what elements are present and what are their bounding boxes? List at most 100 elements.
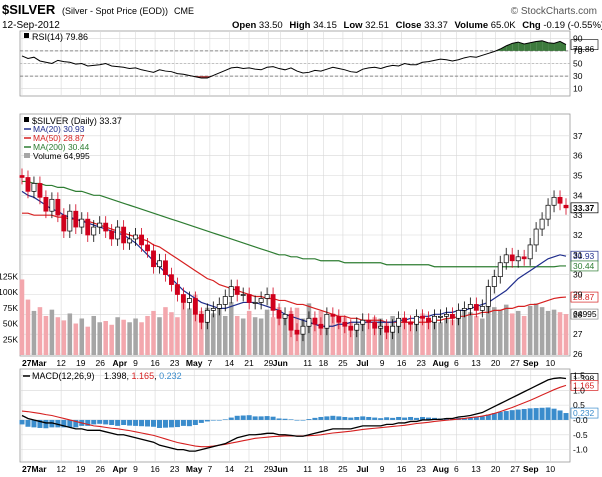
volume-bar: [533, 303, 539, 355]
chart-description: (Silver - Spot Price (EOD)): [62, 6, 168, 16]
open-label: Open: [232, 20, 256, 31]
rsi-tick-label: 30: [573, 71, 583, 81]
macd-histogram-bar: [67, 419, 73, 428]
low-label: Low: [344, 20, 364, 31]
macd-histogram-bar: [408, 416, 414, 420]
macd-histogram-bar: [491, 413, 497, 420]
macd-tag-label: 0.232: [573, 408, 595, 418]
volume-bar: [264, 309, 270, 355]
volume-bar: [497, 309, 503, 355]
x-axis-label: 19: [76, 358, 86, 368]
volume-value: 65.0K: [491, 20, 516, 31]
grid-lines: [20, 31, 570, 462]
macd-histogram-bar: [210, 419, 216, 421]
macd-histogram-bar: [204, 419, 210, 422]
price-tick-label: 35: [573, 171, 583, 181]
macd-tick-label: -1.0: [573, 445, 588, 455]
price-tick-label: 31: [573, 250, 583, 260]
volume-bar: [79, 318, 85, 355]
macd-panel-frame: [19, 368, 571, 463]
volume-bar: [169, 312, 174, 355]
macd-histogram-bar: [73, 419, 79, 428]
x-axis-label: May: [186, 358, 203, 368]
volume-bar: [145, 315, 150, 355]
candle-body: [396, 317, 402, 327]
macd-histogram-bar: [55, 419, 61, 428]
candle-body: [545, 204, 551, 220]
low-value: 32.51: [365, 20, 389, 31]
volume-bar: [133, 318, 138, 355]
macd-histogram-bar: [324, 416, 330, 420]
macd-histogram-bar: [330, 415, 336, 420]
macd-histogram-bar: [288, 419, 294, 420]
candle-body: [216, 304, 222, 309]
candle-body: [252, 302, 258, 304]
x-axis-label: 27: [510, 358, 520, 368]
volume-bar: [336, 318, 342, 355]
ma50-line: [22, 212, 567, 323]
candle-body: [210, 308, 216, 311]
volume-bar: [163, 307, 168, 355]
candle-body: [31, 183, 37, 192]
rsi-legend-swatch: [24, 33, 29, 38]
macd-histogram-bar: [109, 419, 115, 425]
watermark: © StockCharts.com: [511, 6, 597, 17]
volume-bar: [282, 314, 288, 355]
macd-histogram-bar: [372, 417, 378, 420]
macd-histogram-bar: [366, 416, 372, 420]
rsi-tick-label: 70: [573, 46, 583, 56]
macd-histogram-bar: [222, 419, 228, 420]
candle-body: [527, 244, 533, 260]
candle-body: [408, 321, 414, 325]
macd-tag-box: [570, 380, 599, 391]
volume-bar: [324, 315, 330, 355]
macd-histogram-bar: [425, 417, 432, 420]
macd-histogram-bar: [527, 408, 533, 420]
candle-body: [49, 198, 55, 212]
x-axis-label: 26: [96, 358, 106, 368]
candle-body: [234, 286, 240, 295]
volume-tick-label: 125K: [0, 271, 18, 281]
candle-body: [79, 218, 85, 228]
candle-body: [521, 256, 527, 260]
volume-legend-swatch: [24, 153, 30, 158]
candle-body: [163, 260, 168, 276]
macd-line: [21, 377, 567, 452]
macd-histogram-bar: [31, 419, 37, 428]
macd-title-label: MACD(12,26,9): [32, 371, 95, 381]
volume-bar: [456, 314, 461, 355]
candle-body: [180, 294, 186, 303]
price-tag-label: 30.93: [573, 251, 595, 261]
x-axis-label: 16: [150, 464, 160, 474]
macd-histogram-bar: [240, 415, 246, 420]
macd-histogram-bar: [384, 417, 390, 420]
volume-tag-label: 64995: [573, 309, 597, 319]
candle-body: [509, 254, 515, 262]
volume-bar: [372, 317, 377, 355]
volume-bar: [402, 317, 407, 355]
volume-bar: [420, 313, 425, 355]
volume-bar: [205, 307, 210, 355]
chart-exchange: CME: [174, 6, 194, 16]
volume-bar: [462, 310, 467, 355]
candle-body: [198, 313, 204, 323]
price-tick-label: 37: [573, 131, 583, 141]
volume-bar: [396, 321, 401, 355]
candle-body: [348, 325, 354, 331]
macd-histogram-bar: [390, 417, 396, 420]
candle-body: [467, 304, 473, 309]
candle-body: [432, 315, 437, 323]
candle-body: [390, 325, 396, 333]
volume-label: Volume: [455, 20, 489, 31]
price-tick-label: 29: [573, 290, 583, 300]
candle-body: [127, 238, 133, 244]
x-axis-label: 27Mar: [22, 358, 47, 368]
macd-histogram-bar: [228, 417, 234, 420]
rsi-overbought-fill: [530, 41, 537, 51]
x-axis-label: 27Mar: [22, 464, 47, 474]
x-axis-label: 20: [491, 464, 501, 474]
candle-body: [539, 218, 545, 230]
rsi-overbought-fill: [542, 40, 549, 51]
candle-body: [473, 304, 479, 311]
